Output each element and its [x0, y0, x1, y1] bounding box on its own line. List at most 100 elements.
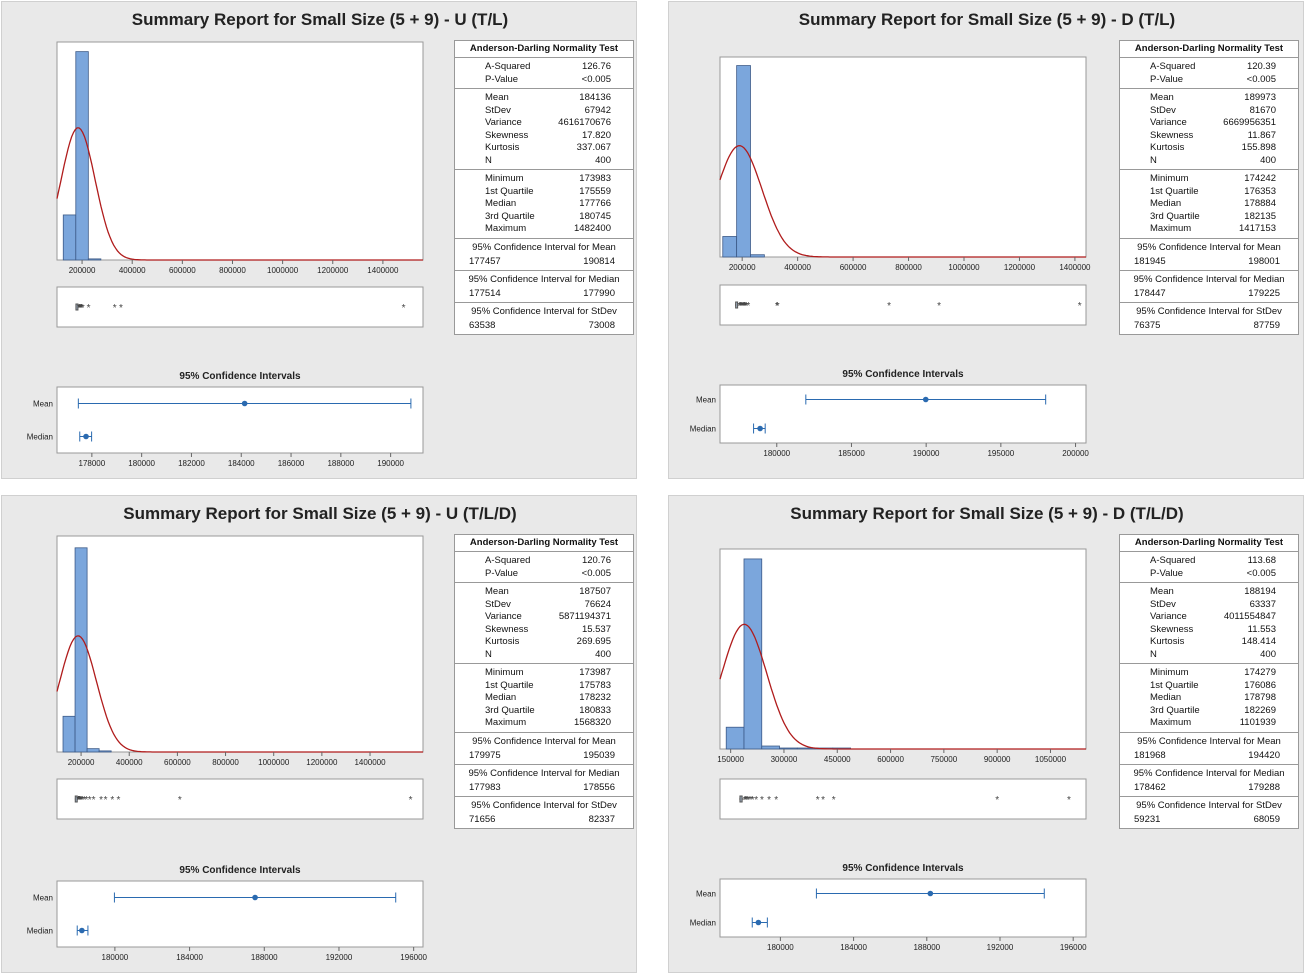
outlier-marker: *: [402, 303, 406, 314]
stats-row: P-Value <0.005: [1120, 568, 1298, 581]
ci-point: [757, 425, 763, 432]
stat-label: N: [485, 648, 492, 660]
ci-chart-frame: [56, 880, 424, 948]
stat-value: 4011554847: [1223, 611, 1276, 622]
stats-row: Variance 4011554847: [1120, 611, 1298, 624]
outlier-marker: *: [832, 795, 836, 806]
ci-row-label: Mean: [33, 400, 53, 409]
stats-row: Maximum 1482400: [455, 223, 633, 236]
x-tick-label: 800000: [895, 263, 922, 272]
outlier-marker: *: [744, 301, 748, 312]
stat-label: Minimum: [1150, 667, 1189, 678]
stats-row: Maximum 1568320: [455, 717, 633, 730]
ci-high: 195039: [583, 749, 615, 761]
stat-value: 15.537: [581, 623, 611, 635]
stat-value: 400: [1260, 154, 1276, 166]
stat-value: 180833: [579, 704, 611, 716]
stats-row: StDev 67942: [455, 105, 633, 118]
x-tick-label: 1400000: [1059, 263, 1091, 272]
outlier-marker: *: [84, 795, 88, 806]
ci-row-label: Median: [690, 425, 716, 434]
ci-x-tick-label: 185000: [838, 449, 865, 458]
normal-fit-curve: [56, 635, 423, 753]
stats-row: Variance 4616170676: [455, 117, 633, 130]
stats-table: Anderson-Darling Normality Test A-Squared…: [454, 534, 634, 829]
outlier-marker: *: [110, 795, 114, 806]
outlier-marker: *: [995, 795, 999, 806]
outlier-marker: *: [78, 795, 82, 806]
ci-chart-frame: [56, 386, 424, 454]
outlier-marker: *: [738, 301, 742, 312]
stat-label: Minimum: [485, 173, 524, 184]
ci-x-tick-label: 195000: [987, 449, 1014, 458]
outlier-marker: *: [79, 795, 83, 806]
x-tick-label: 1000000: [267, 266, 299, 275]
stats-row: Minimum 174279: [1120, 667, 1298, 680]
stat-value: 11.553: [1247, 623, 1276, 635]
boxplot-box: [735, 301, 739, 309]
stat-label: P-Value: [1150, 73, 1184, 85]
stats-header: Anderson-Darling Normality Test: [1134, 537, 1284, 548]
outlier-marker: *: [743, 301, 747, 312]
outlier-marker: *: [746, 301, 750, 312]
outlier-marker: *: [737, 301, 741, 312]
stats-header: Anderson-Darling Normality Test: [1134, 43, 1284, 54]
outlier-marker: *: [751, 795, 755, 806]
stats-row: Mean 189973: [1120, 92, 1298, 105]
outlier-marker: *: [740, 301, 744, 312]
stats-row: 1st Quartile 175559: [455, 186, 633, 199]
stats-row: P-Value <0.005: [455, 568, 633, 581]
stat-label: Skewness: [1150, 129, 1194, 141]
ci-values: 59231 68059: [1120, 813, 1298, 828]
stat-value: 182135: [1244, 210, 1276, 222]
outlier-marker: *: [767, 795, 771, 806]
stat-label: Kurtosis: [485, 142, 520, 153]
stat-value: 173983: [579, 173, 611, 184]
stat-label: Median: [485, 198, 517, 209]
stat-value: 113.68: [1247, 555, 1276, 566]
stats-row: Mean 187507: [455, 586, 633, 599]
ci-title: 95% Confidence Interval for StDev: [1120, 795, 1298, 813]
ci-values: 181945 198001: [1120, 255, 1298, 270]
ci-point: [83, 433, 89, 440]
outlier-marker: *: [741, 301, 745, 312]
x-tick-label: 600000: [877, 755, 904, 764]
stat-label: Kurtosis: [1150, 636, 1185, 647]
ci-high: 190814: [583, 255, 615, 267]
stat-value: 17.820: [581, 129, 611, 141]
outlier-marker: *: [741, 301, 745, 312]
stat-value: 184136: [579, 92, 611, 103]
outlier-marker: *: [937, 301, 941, 312]
stats-row: StDev 63337: [1120, 599, 1298, 612]
stat-label: Skewness: [1150, 623, 1194, 635]
outlier-marker: *: [81, 303, 85, 314]
histogram-frame: [719, 548, 1087, 750]
ci-high: 177990: [583, 287, 615, 299]
ci-high: 68059: [1253, 813, 1280, 825]
ci-values: 179975 195039: [455, 749, 633, 764]
stats-section: A-Squared 120.76 P-Value <0.005: [455, 551, 633, 582]
stat-label: 1st Quartile: [485, 679, 534, 691]
normal-fit-curve: [719, 145, 1086, 258]
stats-row: Variance 5871194371: [455, 611, 633, 624]
stat-value: 1482400: [574, 223, 611, 234]
x-tick-label: 600000: [840, 263, 867, 272]
outlier-marker: *: [79, 795, 83, 806]
stats-row: N 400: [1120, 155, 1298, 168]
stat-value: 174279: [1244, 667, 1276, 678]
stats-row: A-Squared 120.39: [1120, 61, 1298, 74]
stat-label: Variance: [1150, 117, 1187, 128]
stats-row: 1st Quartile 175783: [455, 680, 633, 693]
outlier-marker: *: [78, 303, 82, 314]
x-tick-label: 900000: [984, 755, 1011, 764]
stat-label: Kurtosis: [485, 636, 520, 647]
x-tick-label: 200000: [68, 758, 95, 767]
stat-label: A-Squared: [1150, 555, 1196, 566]
ci-values: 181968 194420: [1120, 749, 1298, 764]
ci-title: 95% Confidence Interval for Median: [1120, 763, 1298, 781]
ci-low: 63538: [469, 319, 496, 331]
stat-label: StDev: [485, 598, 511, 610]
stat-value: 173987: [579, 667, 611, 678]
stat-value: 188194: [1244, 586, 1276, 597]
stat-label: Kurtosis: [1150, 142, 1185, 153]
